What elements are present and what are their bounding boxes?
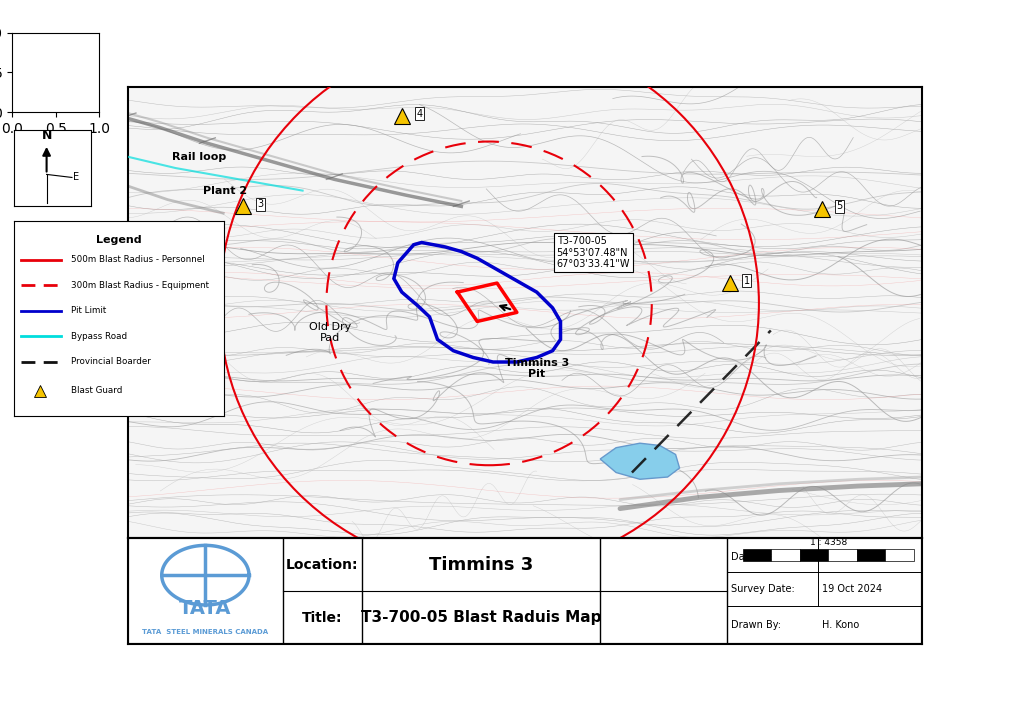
Text: 1 : 4358: 1 : 4358 bbox=[810, 538, 847, 547]
Text: 3: 3 bbox=[257, 199, 263, 209]
Text: T3-700-05
54°53'07.48"N
67°03'33.41"W: T3-700-05 54°53'07.48"N 67°03'33.41"W bbox=[557, 236, 630, 269]
Text: 19 Oct 2024: 19 Oct 2024 bbox=[822, 584, 883, 594]
Text: Legend: Legend bbox=[96, 235, 142, 245]
Text: 500m Blast Radius - Personnel: 500m Blast Radius - Personnel bbox=[71, 256, 205, 264]
Text: Survey Date:: Survey Date: bbox=[731, 584, 795, 594]
Text: 4: 4 bbox=[416, 109, 422, 119]
Text: Date Drawn:: Date Drawn: bbox=[731, 552, 793, 562]
Bar bbox=[857, 549, 885, 561]
Bar bbox=[743, 549, 771, 561]
Text: Timmins 3: Timmins 3 bbox=[429, 555, 534, 573]
Text: TATA: TATA bbox=[179, 599, 231, 618]
Text: Plant 2: Plant 2 bbox=[204, 185, 248, 195]
Bar bbox=[828, 549, 857, 561]
Text: 19 Oct 2024: 19 Oct 2024 bbox=[822, 552, 883, 562]
Text: Timmins 3
Pit: Timmins 3 Pit bbox=[505, 358, 568, 379]
Text: 5: 5 bbox=[837, 201, 843, 211]
Text: T3-700-05 Blast Raduis Map: T3-700-05 Blast Raduis Map bbox=[360, 610, 601, 626]
Text: Title:: Title: bbox=[302, 611, 343, 625]
Bar bbox=[771, 549, 800, 561]
Polygon shape bbox=[600, 443, 680, 479]
Text: H. Kono: H. Kono bbox=[822, 620, 860, 630]
Text: Pit Limit: Pit Limit bbox=[71, 306, 106, 315]
Text: Provincial Boarder: Provincial Boarder bbox=[71, 357, 151, 366]
Text: Drawn By:: Drawn By: bbox=[731, 620, 781, 630]
Text: Location:: Location: bbox=[286, 557, 358, 571]
Text: Bypass Road: Bypass Road bbox=[71, 332, 127, 341]
Text: Old Dry
Pad: Old Dry Pad bbox=[309, 322, 351, 343]
Text: 300m Blast Radius - Equipment: 300m Blast Radius - Equipment bbox=[71, 281, 209, 290]
Text: TATA  STEEL MINERALS CANADA: TATA STEEL MINERALS CANADA bbox=[142, 628, 268, 635]
Bar bbox=[800, 549, 828, 561]
Text: 1: 1 bbox=[743, 276, 750, 286]
Text: Blast Guard: Blast Guard bbox=[71, 387, 123, 395]
Bar bbox=[885, 549, 913, 561]
Text: E: E bbox=[73, 172, 79, 182]
Text: Rail loop: Rail loop bbox=[172, 152, 226, 161]
Text: N: N bbox=[41, 129, 52, 142]
Text: 2: 2 bbox=[180, 339, 186, 349]
